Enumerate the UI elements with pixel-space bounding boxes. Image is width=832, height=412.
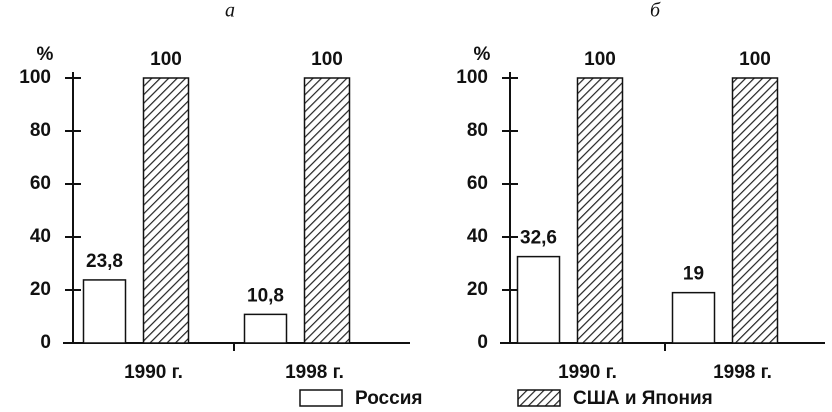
legend-swatch [517,389,561,407]
y-tick-label: 0 [40,332,51,353]
y-tick-label: 0 [477,332,488,353]
y-tick-label: 80 [467,120,488,141]
bar [303,77,351,344]
y-tick-label: 60 [30,173,51,194]
y-tick-label: 60 [467,173,488,194]
value-label: 10,8 [247,285,284,306]
value-label: 100 [150,49,182,70]
value-label: 100 [584,49,616,70]
y-axis-label: % [474,44,491,65]
x-tick-label: 1990 г. [558,362,617,383]
value-label: 19 [683,264,704,285]
value-label: 100 [311,49,343,70]
legend-swatch [299,389,343,407]
y-tick-label: 100 [456,67,488,88]
x-tick-label: 1998 г. [285,362,344,383]
legend-label: США и Япония [573,388,713,409]
bar [731,77,779,344]
value-label: 100 [739,49,771,70]
bar [576,77,624,344]
y-tick-label: 40 [30,226,51,247]
bar [142,77,190,344]
legend-label: Россия [355,388,422,409]
bar [243,313,288,344]
chart-title: а [225,0,235,22]
y-tick-label: 80 [30,120,51,141]
value-label: 23,8 [86,251,123,272]
value-label: 32,6 [520,228,557,249]
x-tick-label: 1990 г. [124,362,183,383]
y-tick-label: 100 [19,67,51,88]
bar [82,279,127,344]
bar [516,255,561,344]
y-tick-label: 20 [30,279,51,300]
y-tick-label: 20 [467,279,488,300]
chart-title: б [650,0,661,22]
y-tick-label: 40 [467,226,488,247]
bar [671,291,716,344]
y-axis-label: % [37,44,54,65]
x-tick-label: 1998 г. [713,362,772,383]
